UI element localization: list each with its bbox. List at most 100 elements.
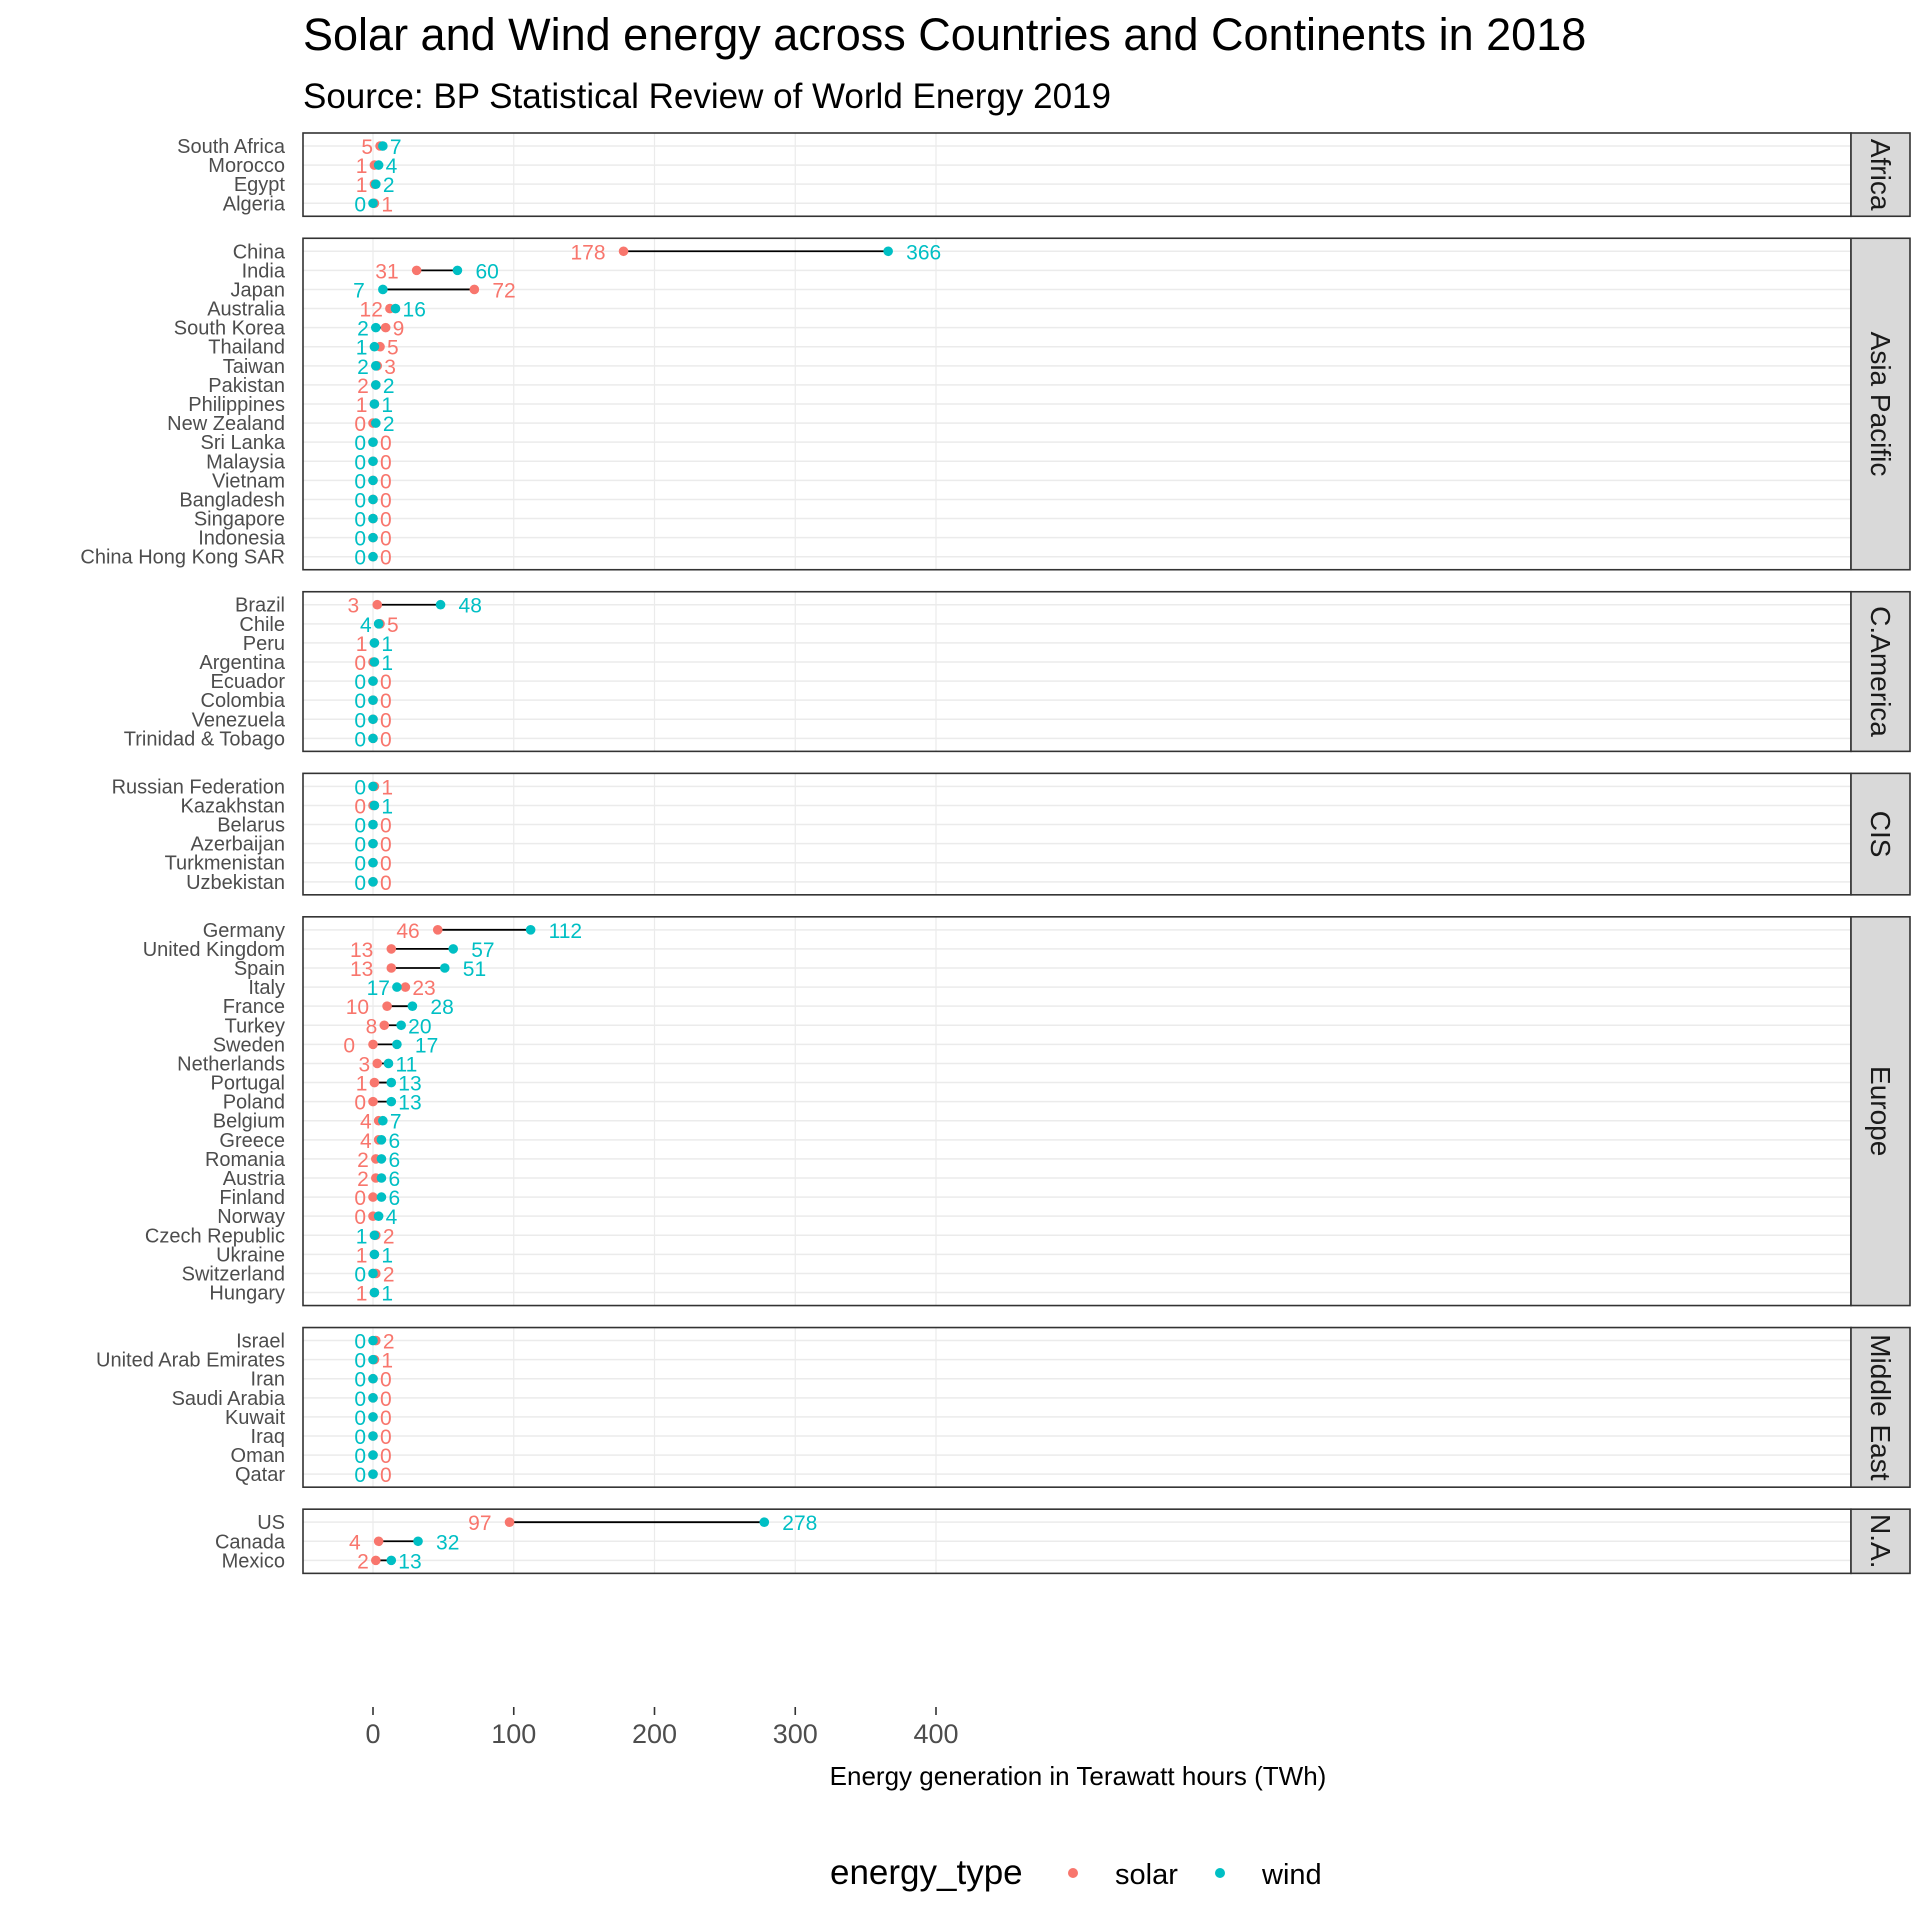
country-label: Germany xyxy=(203,920,285,942)
solar-value-label: 1 xyxy=(356,174,368,197)
solar-value-label: 0 xyxy=(380,690,392,713)
wind-point xyxy=(369,638,380,648)
solar-point xyxy=(386,944,397,954)
country-label: Australia xyxy=(207,299,286,321)
wind-value-label: 2 xyxy=(357,318,369,341)
wind-point xyxy=(759,1517,770,1527)
solar-value-label: 23 xyxy=(412,977,435,1000)
solar-value-label: 0 xyxy=(380,509,392,532)
country-label: Russian Federation xyxy=(112,776,285,798)
wind-value-label: 366 xyxy=(906,241,941,264)
wind-value-label: 7 xyxy=(390,136,402,159)
wind-value-label: 0 xyxy=(354,709,366,732)
country-label: Italy xyxy=(248,977,285,999)
solar-value-label: 46 xyxy=(396,920,419,943)
wind-point xyxy=(368,1354,378,1365)
wind-point xyxy=(369,341,380,352)
wind-point xyxy=(373,1211,384,1221)
wind-point xyxy=(369,1230,380,1241)
wind-value-label: 11 xyxy=(395,1053,417,1076)
country-label: Oman xyxy=(231,1445,285,1467)
wind-point xyxy=(376,1135,387,1145)
country-label: Thailand xyxy=(208,337,285,359)
country-label: Romania xyxy=(205,1149,286,1171)
country-label: Switzerland xyxy=(182,1263,285,1285)
solar-value-label: 0 xyxy=(380,451,392,474)
wind-point xyxy=(378,284,388,295)
wind-value-label: 0 xyxy=(354,451,366,474)
wind-value-label: 0 xyxy=(354,193,366,216)
wind-point xyxy=(390,303,401,314)
country-label: Venezuela xyxy=(192,709,286,731)
wind-value-label: 0 xyxy=(354,547,366,570)
wind-value-label: 1 xyxy=(381,1244,393,1267)
wind-value-label: 6 xyxy=(388,1168,400,1191)
wind-point xyxy=(407,1001,418,1011)
country-label: Portugal xyxy=(211,1073,286,1095)
solar-value-label: 0 xyxy=(354,413,366,436)
facet-strip-label: CIS xyxy=(1865,811,1896,858)
facet-strip xyxy=(1850,772,1911,896)
facet-strip xyxy=(1850,1326,1911,1488)
solar-value-label: 2 xyxy=(357,375,369,398)
solar-value-label: 4 xyxy=(360,1130,372,1153)
facet-strip xyxy=(1850,1508,1911,1575)
wind-point xyxy=(368,1335,378,1346)
wind-point xyxy=(368,1412,378,1422)
country-label: Sri Lanka xyxy=(201,432,286,454)
solar-value-label: 0 xyxy=(380,470,392,493)
solar-value-label: 1 xyxy=(356,394,368,417)
solar-point xyxy=(379,1020,390,1031)
country-label: Greece xyxy=(219,1130,285,1152)
solar-value-label: 5 xyxy=(387,337,399,360)
facet-strip-label: N.A. xyxy=(1865,1514,1896,1568)
wind-point xyxy=(371,361,381,371)
country-label: Czech Republic xyxy=(145,1225,285,1247)
country-label: Hungary xyxy=(209,1283,285,1305)
solar-point xyxy=(372,599,383,610)
wind-point xyxy=(392,982,402,992)
wind-point xyxy=(378,1115,388,1126)
solar-value-label: 0 xyxy=(380,547,392,570)
country-label: Turkey xyxy=(225,1015,285,1037)
solar-value-label: 1 xyxy=(356,633,368,656)
country-label: Kazakhstan xyxy=(180,795,285,817)
country-label: Sweden xyxy=(213,1034,285,1056)
panel-background xyxy=(303,133,1851,217)
wind-point xyxy=(383,1058,394,1069)
wind-value-label: 4 xyxy=(386,1206,398,1229)
wind-value-label: 0 xyxy=(354,1369,366,1392)
wind-value-label: 0 xyxy=(354,671,366,694)
wind-point xyxy=(439,963,450,973)
solar-point xyxy=(371,1555,381,1566)
country-label: China Hong Kong SAR xyxy=(80,547,285,569)
solar-value-label: 0 xyxy=(380,709,392,732)
country-label: Trinidad & Tobago xyxy=(124,728,285,750)
wind-point xyxy=(368,494,378,505)
wind-value-label: 17 xyxy=(415,1034,438,1057)
solar-value-label: 2 xyxy=(357,1550,369,1573)
wind-point xyxy=(435,599,446,610)
wind-value-label: 0 xyxy=(354,728,366,751)
country-label: New Zealand xyxy=(167,413,285,435)
country-label: Brazil xyxy=(235,595,285,617)
wind-point xyxy=(386,1077,397,1088)
wind-value-label: 0 xyxy=(354,432,366,455)
wind-value-label: 0 xyxy=(354,815,366,838)
wind-value-label: 0 xyxy=(354,509,366,532)
wind-value-label: 1 xyxy=(381,1283,393,1306)
wind-value-label: 0 xyxy=(354,489,366,512)
wind-point xyxy=(396,1020,406,1031)
solar-value-label: 0 xyxy=(380,1445,392,1468)
wind-value-label: 1 xyxy=(356,1225,368,1248)
x-tick-label: 400 xyxy=(913,1719,958,1749)
x-tick-label: 200 xyxy=(632,1719,677,1749)
country-label: United Kingdom xyxy=(143,939,285,961)
solar-value-label: 1 xyxy=(381,776,393,799)
wind-point xyxy=(373,619,384,629)
solar-point xyxy=(618,246,629,257)
wind-value-label: 0 xyxy=(354,776,366,799)
wind-value-label: 48 xyxy=(459,595,482,618)
